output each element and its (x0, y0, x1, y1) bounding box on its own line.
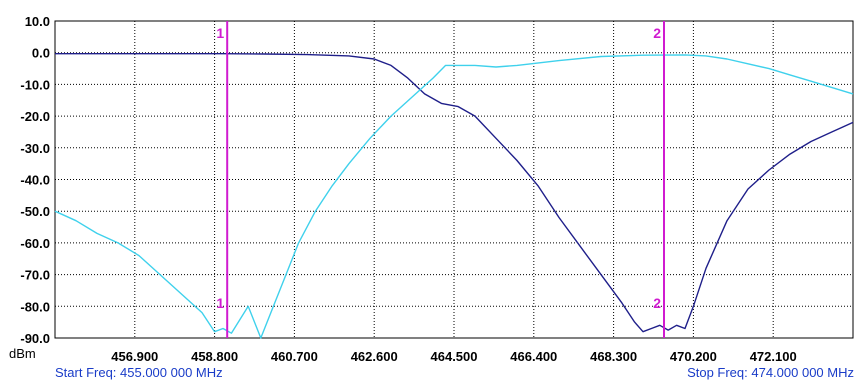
grid (55, 21, 853, 338)
y-unit-label: dBm (9, 346, 36, 361)
y-tick-label: -50.0 (20, 204, 50, 219)
start-frequency-label: Start Freq: 455.000 000 MHz (55, 365, 223, 380)
x-tick-label: 470.200 (670, 349, 717, 364)
series-line-2 (54, 54, 854, 339)
y-tick-label: -10.0 (20, 77, 50, 92)
y-tick-label: -20.0 (20, 109, 50, 124)
x-tick-label: 456.900 (111, 349, 158, 364)
stop-frequency-label: Stop Freq: 474.000 000 MHz (687, 365, 854, 380)
marker-label-top-2: 2 (653, 25, 661, 41)
markers: 1 1 2 2 (216, 21, 665, 338)
x-tick-label: 466.400 (510, 349, 557, 364)
y-tick-label: 0.0 (32, 46, 50, 61)
x-tick-labels: 456.900 458.800 460.700 462.600 464.500 466.4… (111, 349, 796, 364)
y-tick-labels: 10.0 0.0 -10.0 -20.0 -30.0 -40.0 -50.0 -60.0 -70… (20, 14, 50, 346)
y-tick-label: -80.0 (20, 299, 50, 314)
x-tick-label: 472.100 (750, 349, 797, 364)
y-tick-label: -90.0 (20, 331, 50, 346)
marker-label-bottom-1: 1 (216, 295, 224, 311)
y-tick-label: -70.0 (20, 268, 50, 283)
y-tick-label: 10.0 (25, 14, 50, 29)
marker-label-top-1: 1 (216, 25, 224, 41)
series-line-1 (55, 53, 854, 333)
x-tick-label: 462.600 (351, 349, 398, 364)
x-tick-label: 460.700 (271, 349, 318, 364)
x-tick-label: 458.800 (191, 349, 238, 364)
series-layer (54, 53, 854, 339)
marker-label-bottom-2: 2 (653, 295, 661, 311)
y-tick-label: -40.0 (20, 173, 50, 188)
y-tick-label: -30.0 (20, 141, 50, 156)
y-tick-label: -60.0 (20, 236, 50, 251)
x-tick-label: 468.300 (590, 349, 637, 364)
x-tick-label: 464.500 (431, 349, 478, 364)
